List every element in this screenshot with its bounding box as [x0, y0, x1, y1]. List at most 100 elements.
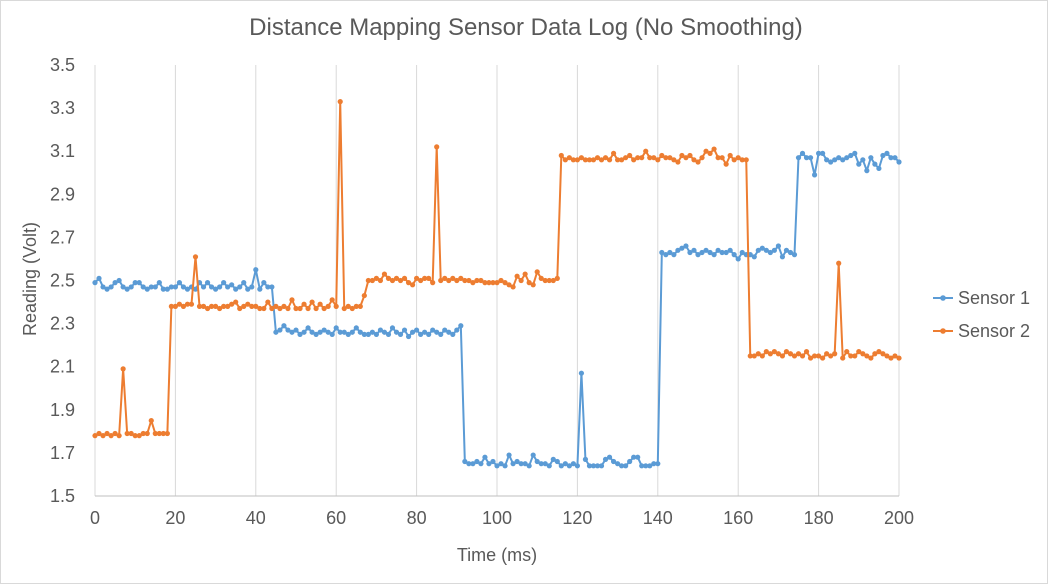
data-point — [759, 353, 765, 359]
data-point — [430, 280, 436, 286]
data-point — [309, 299, 315, 305]
data-point — [221, 303, 227, 309]
data-point — [253, 303, 259, 309]
data-point — [490, 458, 496, 465]
data-point — [192, 254, 199, 260]
data-point — [631, 454, 637, 460]
data-point — [140, 284, 146, 290]
legend-item: Sensor 1 — [933, 288, 1030, 308]
data-point — [558, 152, 564, 159]
data-point — [687, 152, 693, 159]
x-tick-label: 160 — [723, 508, 753, 528]
data-point — [92, 433, 98, 439]
data-point — [860, 351, 866, 357]
data-point — [506, 452, 512, 458]
data-point — [474, 277, 480, 284]
data-point — [771, 247, 777, 253]
data-point — [373, 331, 379, 337]
data-point — [856, 161, 862, 167]
data-point — [510, 284, 516, 290]
data-point — [840, 355, 846, 361]
data-point — [615, 157, 621, 163]
data-point — [156, 430, 162, 437]
data-point — [349, 305, 355, 312]
data-point — [522, 271, 528, 277]
data-point — [852, 150, 858, 156]
data-point — [434, 144, 440, 150]
data-point — [120, 284, 126, 290]
chart-title: Distance Mapping Sensor Data Log (No Smo… — [249, 14, 803, 41]
legend-label: Sensor 2 — [958, 321, 1030, 341]
data-point — [767, 351, 773, 357]
data-point — [192, 286, 199, 292]
data-point — [795, 351, 802, 357]
y-tick-label: 2.9 — [50, 184, 75, 204]
data-point — [241, 303, 247, 309]
data-point — [273, 329, 279, 335]
data-point — [816, 150, 822, 156]
data-point — [655, 461, 661, 467]
data-point — [627, 458, 633, 465]
data-point — [237, 305, 243, 312]
data-point — [132, 280, 138, 286]
data-point — [329, 331, 335, 337]
data-point — [124, 430, 130, 437]
data-point — [755, 351, 761, 357]
data-point — [353, 325, 359, 331]
data-point — [711, 252, 717, 258]
data-point — [836, 155, 842, 161]
data-point — [200, 284, 207, 290]
data-point — [715, 247, 721, 253]
data-point — [663, 252, 669, 258]
legend-label: Sensor 1 — [958, 288, 1030, 308]
data-point — [289, 329, 295, 335]
data-point — [655, 157, 661, 163]
data-point — [775, 351, 782, 357]
data-point — [743, 157, 749, 163]
data-point — [373, 275, 379, 281]
data-point — [245, 301, 251, 307]
data-point — [554, 458, 560, 465]
data-point — [409, 282, 416, 288]
data-point — [868, 155, 874, 161]
data-point — [651, 155, 657, 161]
data-point — [783, 349, 790, 355]
data-point — [852, 353, 858, 359]
data-point — [112, 430, 118, 437]
data-point — [470, 280, 476, 286]
data-point — [775, 243, 782, 249]
data-point — [868, 355, 874, 361]
y-tick-label: 3.5 — [50, 55, 75, 75]
data-point — [795, 155, 802, 161]
data-point — [381, 329, 388, 335]
y-tick-label: 2.5 — [50, 271, 75, 291]
data-point — [771, 349, 777, 355]
data-point — [840, 157, 846, 163]
data-point — [333, 325, 339, 331]
data-point — [538, 275, 544, 281]
data-point — [884, 353, 890, 359]
data-point — [337, 329, 343, 335]
data-point — [763, 247, 769, 253]
data-point — [104, 286, 110, 292]
data-point — [269, 305, 275, 312]
data-point — [128, 430, 134, 437]
data-point — [293, 305, 299, 312]
data-point — [164, 286, 170, 292]
x-tick-label: 20 — [165, 508, 185, 528]
data-point — [578, 155, 585, 161]
data-point — [96, 275, 102, 281]
data-point — [418, 331, 424, 337]
data-point — [160, 430, 166, 437]
data-point — [755, 247, 761, 253]
data-point — [277, 305, 283, 312]
y-tick-label: 3.3 — [50, 98, 75, 118]
data-point — [112, 280, 118, 286]
y-tick-label: 1.7 — [50, 443, 75, 463]
data-point — [128, 284, 134, 290]
data-point — [651, 461, 657, 467]
data-point — [803, 155, 810, 161]
data-point — [623, 155, 629, 161]
data-point — [281, 303, 287, 309]
data-point — [787, 351, 794, 357]
